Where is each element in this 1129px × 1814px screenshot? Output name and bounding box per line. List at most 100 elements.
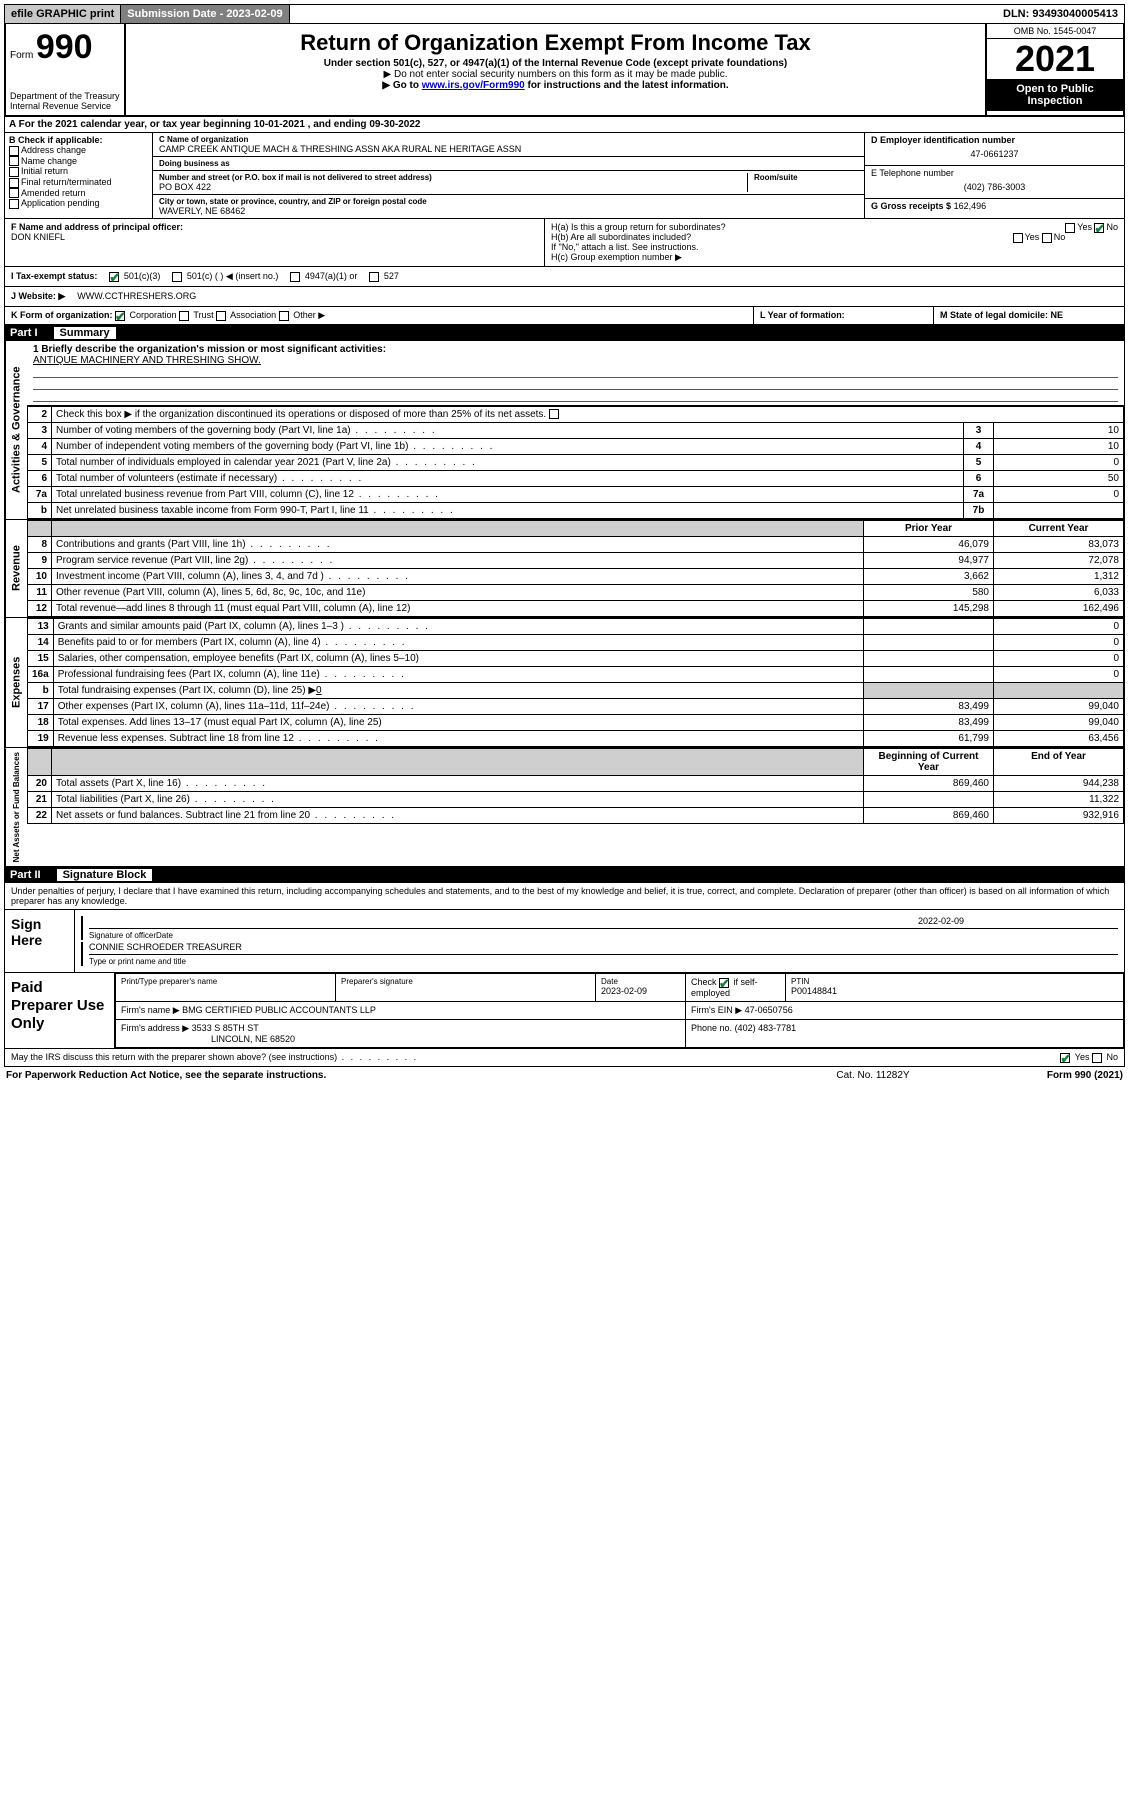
side-activities-governance: Activities & Governance <box>5 341 27 519</box>
toolbar-spacer <box>290 5 997 23</box>
part1-header: Part I Summary <box>4 325 1125 341</box>
chk-assoc[interactable] <box>216 311 226 321</box>
paperwork-notice: For Paperwork Reduction Act Notice, see … <box>6 1070 773 1081</box>
chk-address-change[interactable] <box>9 146 19 156</box>
part2-title: Signature Block <box>57 869 153 881</box>
hc-label: H(c) Group exemption number ▶ <box>551 252 1118 263</box>
chk-501c[interactable] <box>172 272 182 282</box>
prep-check-label: Check <box>691 977 717 987</box>
line10-text: Investment income (Part VIII, column (A)… <box>56 571 324 582</box>
line12-text: Total revenue—add lines 8 through 11 (mu… <box>56 603 410 614</box>
irs-discuss-q: May the IRS discuss this return with the… <box>11 1052 337 1062</box>
chk-initial-return[interactable] <box>9 167 19 177</box>
taxexempt-label: I Tax-exempt status: <box>11 271 97 282</box>
chk-501c3[interactable] <box>109 272 119 282</box>
line6-val: 50 <box>994 471 1124 487</box>
mission-answer: ANTIQUE MACHINERY AND THRESHING SHOW. <box>33 355 1118 366</box>
hb-no[interactable] <box>1042 233 1052 243</box>
hb-yes-lbl: Yes <box>1025 232 1040 242</box>
chk-app-pending[interactable] <box>9 199 19 209</box>
omb-number: OMB No. 1545-0047 <box>987 24 1123 39</box>
line8-text: Contributions and grants (Part VIII, lin… <box>56 539 246 550</box>
chk-line2[interactable] <box>549 409 559 419</box>
revenue-table: Prior YearCurrent Year 8Contributions an… <box>27 520 1124 617</box>
lbl-501c3: 501(c)(3) <box>124 271 161 281</box>
opt-final-return: Final return/terminated <box>21 177 112 187</box>
form-year-block: OMB No. 1545-0047 2021 Open to Public In… <box>985 24 1123 115</box>
sign-date-label: Date <box>156 931 356 940</box>
chk-discuss-no[interactable] <box>1092 1053 1102 1063</box>
line9-text: Program service revenue (Part VIII, line… <box>56 555 248 566</box>
prep-date-label: Date <box>601 977 680 986</box>
efile-print-button[interactable]: efile GRAPHIC print <box>5 5 121 23</box>
hb-note: If "No," attach a list. See instructions… <box>551 242 1118 252</box>
hdr-end: End of Year <box>994 749 1124 776</box>
signature-officer-label: Signature of officer <box>89 931 156 940</box>
line7b-text: Net unrelated business taxable income fr… <box>56 505 369 516</box>
line20-text: Total assets (Part X, line 16) <box>56 778 181 789</box>
ha-no[interactable] <box>1094 223 1104 233</box>
chk-527[interactable] <box>369 272 379 282</box>
opt-address-change: Address change <box>21 145 86 155</box>
chk-corp[interactable] <box>115 311 125 321</box>
lbl-assoc: Association <box>230 310 276 320</box>
line7b-val <box>994 503 1124 519</box>
chk-amended-return[interactable] <box>9 188 19 198</box>
irs-discuss-row: May the IRS discuss this return with the… <box>4 1049 1125 1067</box>
chk-name-change[interactable] <box>9 156 19 166</box>
form-note-ssn: ▶ Do not enter social security numbers o… <box>132 69 979 80</box>
city-label: City or town, state or province, country… <box>159 197 858 206</box>
mission-question: 1 Briefly describe the organization's mi… <box>33 344 1118 355</box>
dba-label: Doing business as <box>159 159 858 168</box>
line17-text: Other expenses (Part IX, column (A), lin… <box>58 701 330 712</box>
principal-officer-block: F Name and address of principal officer:… <box>5 219 545 266</box>
officer-signature-line[interactable] <box>89 916 918 926</box>
dept-treasury: Department of the Treasury <box>10 91 120 101</box>
line22-beg: 869,460 <box>864 808 994 824</box>
opt-app-pending: Application pending <box>21 198 100 208</box>
ha-yes[interactable] <box>1065 223 1075 233</box>
prep-date-value: 2023-02-09 <box>601 986 680 996</box>
form-note-link: ▶ Go to www.irs.gov/Form990 for instruct… <box>132 80 979 91</box>
line2-text: Check this box ▶ if the organization dis… <box>56 409 546 420</box>
paid-preparer-block: Paid Preparer Use Only Print/Type prepar… <box>4 973 1125 1049</box>
line16b-val: 0 <box>316 685 322 696</box>
opt-amended-return: Amended return <box>21 188 86 198</box>
line22-end: 932,916 <box>994 808 1124 824</box>
hb-yes[interactable] <box>1013 233 1023 243</box>
revenue-block: Revenue Prior YearCurrent Year 8Contribu… <box>4 520 1125 618</box>
chk-final-return[interactable] <box>9 178 19 188</box>
prep-sig-label: Preparer's signature <box>341 977 590 986</box>
chk-4947[interactable] <box>290 272 300 282</box>
domicile-label: M State of legal domicile: NE <box>940 310 1063 320</box>
part2-tag: Part II <box>10 869 41 881</box>
line13-prior <box>864 619 994 635</box>
line17-curr: 99,040 <box>994 699 1124 715</box>
line6-text: Total number of volunteers (estimate if … <box>56 473 277 484</box>
entity-info-block: B Check if applicable: Address change Na… <box>4 133 1125 219</box>
tax-year: 2021 <box>987 39 1123 79</box>
irs-link[interactable]: www.irs.gov/Form990 <box>422 80 525 91</box>
chk-trust[interactable] <box>179 311 189 321</box>
line4-val: 10 <box>994 439 1124 455</box>
lbl-4947: 4947(a)(1) or <box>305 271 358 281</box>
firm-phone: (402) 483-7781 <box>735 1023 797 1033</box>
line21-text: Total liabilities (Part X, line 26) <box>56 794 190 805</box>
line15-prior <box>864 651 994 667</box>
ein-label: D Employer identification number <box>871 135 1118 145</box>
officer-label: F Name and address of principal officer: <box>11 222 538 232</box>
side-netassets: Net Assets or Fund Balances <box>5 748 27 866</box>
hb-no-lbl: No <box>1054 232 1066 242</box>
col-b-label: B Check if applicable: <box>9 135 148 145</box>
side-expenses: Expenses <box>5 618 27 747</box>
line15-curr: 0 <box>994 651 1124 667</box>
line16a-curr: 0 <box>994 667 1124 683</box>
line21-end: 11,322 <box>994 792 1124 808</box>
chk-other[interactable] <box>279 311 289 321</box>
chk-discuss-yes[interactable] <box>1060 1053 1070 1063</box>
cat-no: Cat. No. 11282Y <box>773 1070 973 1081</box>
firm-name-label: Firm's name ▶ <box>121 1005 180 1015</box>
part1-title: Summary <box>54 327 116 339</box>
state-domicile: M State of legal domicile: NE <box>934 307 1124 324</box>
chk-self-employed[interactable] <box>719 978 729 988</box>
